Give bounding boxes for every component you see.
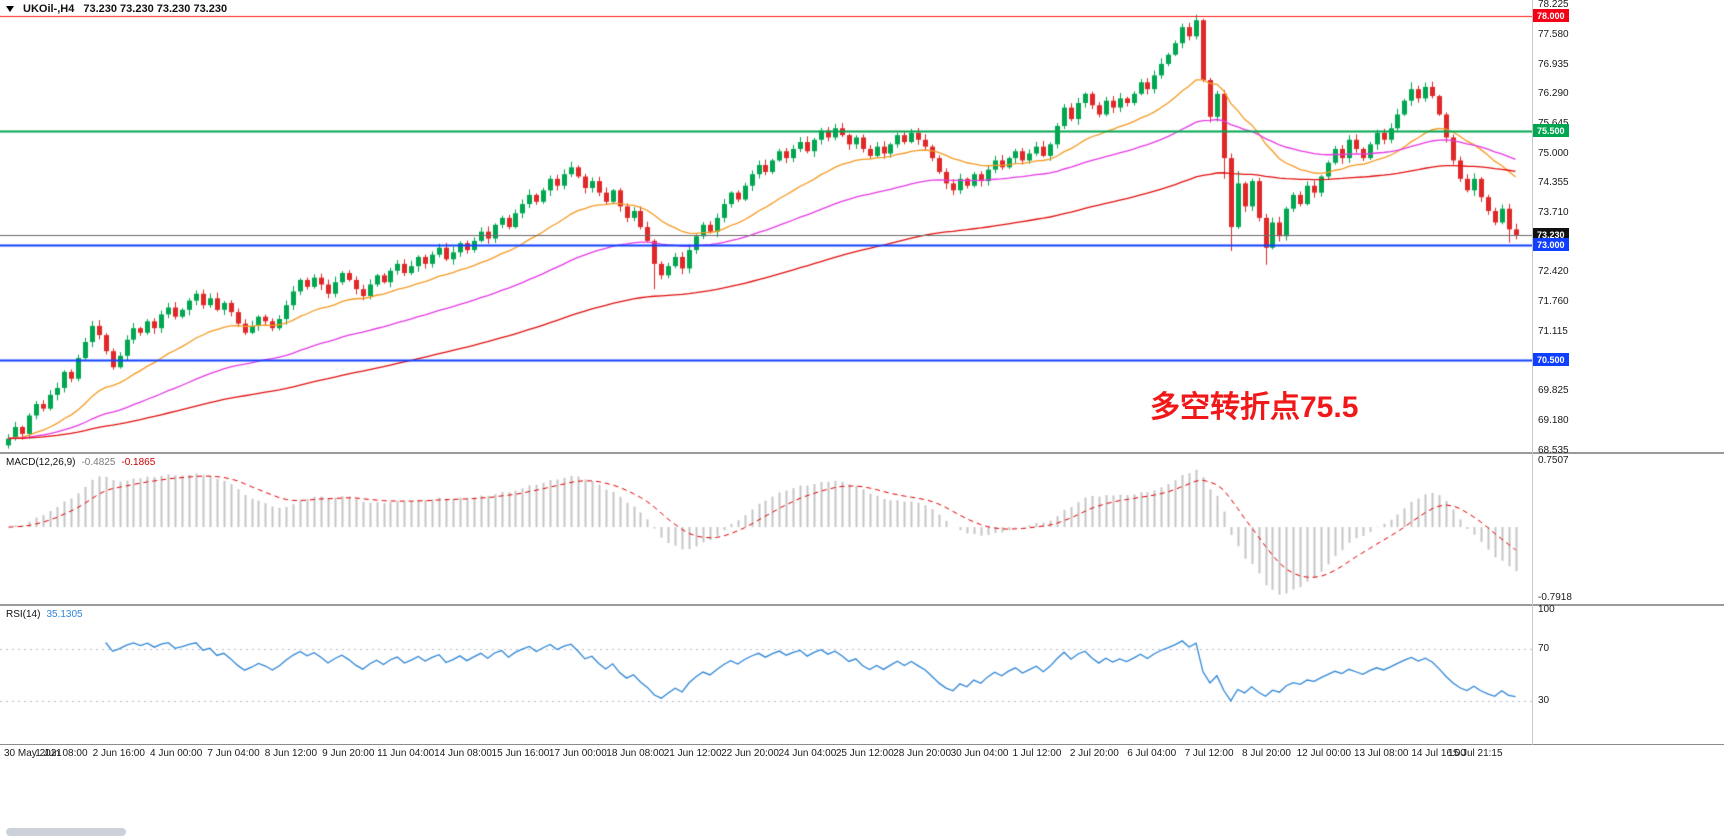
- rsi-name: RSI(14): [6, 609, 41, 620]
- rsi-pane-canvas[interactable]: [0, 606, 1532, 744]
- time-tick-label: 6 Jul 04:00: [1127, 748, 1177, 759]
- price-tick-label: 71.115: [1538, 326, 1568, 338]
- time-tick-label: 8 Jul 20:00: [1241, 748, 1291, 759]
- price-tick-label: 75.000: [1538, 147, 1569, 159]
- time-tick-label: 7 Jul 12:00: [1184, 748, 1234, 759]
- price-tick-label: 73.710: [1538, 206, 1569, 218]
- macd-axis-min-label: -0.7918: [1538, 592, 1572, 603]
- macd-indicator-label: MACD(12,26,9) -0.4825 -0.1865: [6, 457, 155, 468]
- price-chart-canvas[interactable]: [0, 0, 1532, 452]
- symbol-ohlc: 73.230 73.230 73.230 73.230: [83, 3, 228, 15]
- symbol-name: UKOil-,H4: [23, 3, 75, 15]
- pane-splitter-rsi[interactable]: [0, 604, 1724, 606]
- pane-splitter-macd[interactable]: [0, 452, 1724, 454]
- horizontal-scrollbar-thumb[interactable]: [6, 828, 126, 836]
- price-tick-label: 77.580: [1538, 28, 1569, 40]
- price-axis[interactable]: 78.225 77.580 76.935 76.290 75.645 75.000 74.3…: [1532, 0, 1724, 745]
- rsi-value: 35.1305: [46, 609, 83, 620]
- time-tick-label: 17 Jun 00:00: [548, 748, 607, 759]
- time-tick-label: 1 Jul 12:00: [1012, 748, 1062, 759]
- rsi-axis-30-label: 30: [1538, 695, 1550, 706]
- price-tick-label: 71.760: [1538, 296, 1569, 308]
- price-badge: 75.500: [1533, 123, 1569, 137]
- time-tick-label: 2 Jun 16:00: [92, 748, 145, 759]
- macd-name: MACD(12,26,9): [6, 457, 76, 468]
- time-tick-label: 15 Jun 16:00: [491, 748, 550, 759]
- price-badge: 78.000: [1533, 8, 1569, 22]
- time-axis[interactable]: 30 May 2021 1 Jun 08:00 2 Jun 16:00 4 Jun 0…: [0, 748, 1532, 766]
- rsi-axis-70-label: 70: [1538, 643, 1550, 654]
- macd-pane-canvas[interactable]: [0, 454, 1532, 604]
- price-tick-label: 76.935: [1538, 58, 1569, 70]
- collapse-triangle-icon[interactable]: [6, 6, 14, 12]
- time-tick-label: 9 Jun 20:00: [322, 748, 375, 759]
- time-tick-label: 18 Jun 08:00: [606, 748, 665, 759]
- price-badge: 73.230: [1533, 227, 1569, 241]
- time-axis-separator: [0, 744, 1724, 745]
- macd-main-value: -0.4825: [81, 457, 116, 468]
- rsi-indicator-label: RSI(14) 35.1305: [6, 609, 83, 620]
- price-badge: 70.500: [1533, 353, 1569, 367]
- price-tick-label: 69.180: [1538, 415, 1569, 427]
- time-tick-label: 30 Jun 04:00: [950, 748, 1009, 759]
- time-tick-label: 30 May 2021: [4, 748, 62, 759]
- time-tick-label: 25 Jun 12:00: [835, 748, 894, 759]
- time-tick-label: 24 Jun 04:00: [778, 748, 837, 759]
- price-tick-label: 76.290: [1538, 88, 1569, 100]
- chart-annotation-text[interactable]: 多空转折点75.5: [1150, 391, 1359, 424]
- time-tick-label: 28 Jun 20:00: [893, 748, 952, 759]
- time-tick-label: 13 Jul 08:00: [1353, 748, 1409, 759]
- price-badge: 73.000: [1533, 238, 1569, 252]
- price-tick-label: 74.355: [1538, 177, 1569, 189]
- macd-axis-max-label: 0.7507: [1538, 455, 1569, 466]
- price-tick-label: 68.535: [1538, 444, 1569, 456]
- time-tick-label: 11 Jun 04:00: [377, 748, 435, 759]
- time-tick-label: 8 Jun 12:00: [264, 748, 318, 759]
- price-tick-label: 78.225: [1538, 0, 1569, 11]
- time-tick-label: 14 Jun 08:00: [434, 748, 492, 759]
- time-tick-label: 1 Jun 08:00: [35, 748, 88, 759]
- time-tick-label: 2 Jul 20:00: [1069, 748, 1119, 759]
- time-tick-label: 22 Jun 20:00: [721, 748, 779, 759]
- time-tick-label: 4 Jun 00:00: [150, 748, 203, 759]
- time-tick-label: 15 Jul 21:15: [1448, 748, 1503, 759]
- price-tick-label: 75.645: [1538, 118, 1569, 129]
- axis-separator-line: [1532, 0, 1533, 745]
- price-tick-label: 72.420: [1538, 266, 1569, 278]
- rsi-axis-100-label: 100: [1538, 604, 1555, 615]
- price-tick-label: 69.825: [1538, 385, 1569, 397]
- symbol-label: UKOil-,H4 73.230 73.230 73.230 73.230: [6, 3, 227, 15]
- macd-signal-value: -0.1865: [121, 457, 156, 468]
- time-tick-label: 14 Jul 16:00: [1411, 748, 1466, 759]
- time-tick-label: 21 Jun 12:00: [663, 748, 722, 759]
- time-tick-label: 12 Jul 00:00: [1296, 748, 1352, 759]
- time-tick-label: 7 Jun 04:00: [207, 748, 260, 759]
